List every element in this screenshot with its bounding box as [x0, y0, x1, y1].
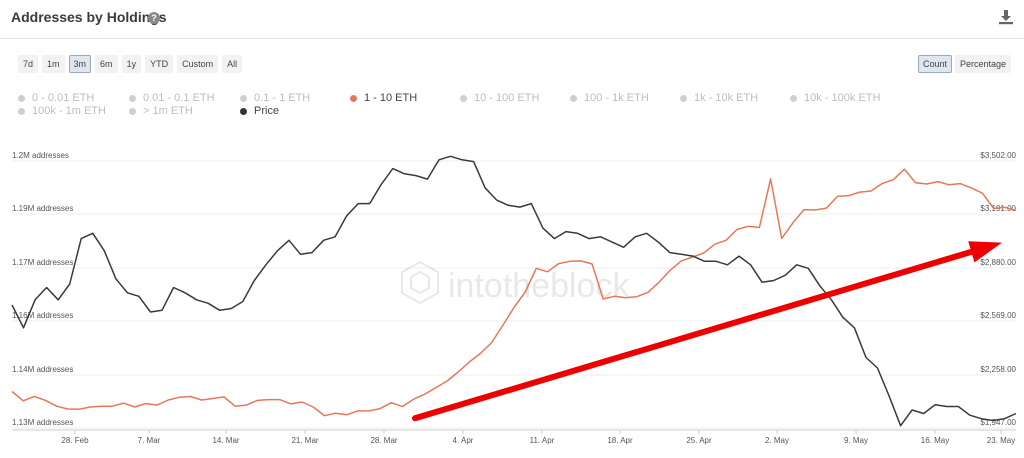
legend-item[interactable]: 0 - 0.01 ETH: [18, 92, 94, 104]
right-y-tick-label: $2,880.00: [980, 258, 1016, 267]
legend-label: 10 - 100 ETH: [474, 92, 540, 104]
x-tick-label: 4. Apr: [453, 436, 474, 445]
legend-dot-icon: [18, 94, 25, 102]
range-button-7d[interactable]: 7d: [18, 55, 39, 73]
x-tick-label: 9. May: [844, 436, 868, 445]
legend-dot-icon: [350, 94, 357, 102]
legend-label: 0 - 0.01 ETH: [32, 92, 95, 104]
mode-button-percentage[interactable]: Percentage: [955, 55, 1012, 73]
x-tick-label: 2. May: [765, 436, 789, 445]
time-range-selector: 7d 1m 3m 6m 1y YTD Custom All: [18, 55, 243, 73]
widget-header: Addresses by Holdings ?: [0, 0, 1024, 39]
legend-label: 100k - 1m ETH: [32, 105, 106, 117]
legend-dot-icon: [680, 94, 687, 102]
legend-dot-icon: [129, 107, 136, 115]
x-tick-label: 23. May: [987, 436, 1015, 445]
legend-item[interactable]: 1 - 10 ETH: [350, 92, 417, 104]
range-button-all[interactable]: All: [222, 55, 243, 73]
range-button-custom[interactable]: Custom: [177, 55, 219, 73]
legend-item[interactable]: > 1m ETH: [129, 105, 193, 117]
legend-label: 10k - 100k ETH: [804, 92, 881, 104]
series-line-price: [11, 155, 1017, 427]
x-tick-label: 7. Mar: [138, 436, 161, 445]
mode-selector: Count Percentage: [918, 55, 1012, 73]
right-y-tick-label: $3,502.00: [980, 151, 1016, 160]
legend-label: 1 - 10 ETH: [364, 92, 418, 104]
left-y-tick-label: 1.14M addresses: [12, 365, 73, 374]
x-tick-label: 18. Apr: [607, 436, 633, 445]
legend-item[interactable]: 1k - 10k ETH: [680, 92, 758, 104]
x-tick-label: 21. Mar: [291, 436, 318, 445]
legend-dot-icon: [240, 94, 247, 102]
page-title: Addresses by Holdings: [11, 9, 167, 25]
range-button-1y[interactable]: 1y: [121, 55, 142, 73]
legend-item[interactable]: 0.1 - 1 ETH: [240, 92, 310, 104]
x-tick-label: 14. Mar: [212, 436, 239, 445]
legend-dot-icon: [790, 94, 797, 102]
legend-item[interactable]: 10 - 100 ETH: [460, 92, 539, 104]
legend-label: 0.1 - 1 ETH: [254, 92, 311, 104]
range-button-ytd[interactable]: YTD: [145, 55, 174, 73]
legend-item[interactable]: 0.01 - 0.1 ETH: [129, 92, 215, 104]
x-tick-label: 25. Apr: [686, 436, 712, 445]
legend-item[interactable]: Price: [240, 105, 279, 117]
left-y-tick-label: 1.19M addresses: [12, 204, 73, 213]
trend-arrow-head: [968, 241, 1002, 263]
left-y-tick-label: 1.13M addresses: [12, 418, 73, 427]
range-button-6m[interactable]: 6m: [95, 55, 118, 73]
legend-label: Price: [254, 105, 280, 117]
x-tick-label: 28. Mar: [370, 436, 397, 445]
range-button-3m[interactable]: 3m: [68, 55, 92, 73]
legend-dot-icon: [18, 107, 25, 115]
left-y-tick-label: 1.17M addresses: [12, 258, 73, 267]
right-y-tick-label: $2,569.00: [980, 311, 1016, 320]
legend-label: 100 - 1k ETH: [584, 92, 649, 104]
legend-dot-icon: [129, 94, 136, 102]
x-tick-label: 28. Feb: [61, 436, 89, 445]
right-y-tick-label: $1,947.00: [980, 418, 1016, 427]
legend-item[interactable]: 100k - 1m ETH: [18, 105, 106, 117]
legend-dot-icon: [570, 94, 577, 102]
mode-button-count[interactable]: Count: [918, 55, 953, 73]
download-icon[interactable]: [998, 9, 1014, 25]
legend-dot-icon: [240, 107, 247, 115]
legend-label: > 1m ETH: [143, 105, 193, 117]
x-tick-label: 16. May: [921, 436, 949, 445]
left-y-tick-label: 1.2M addresses: [12, 151, 69, 160]
help-icon[interactable]: ?: [148, 12, 160, 24]
legend-label: 0.01 - 0.1 ETH: [143, 92, 215, 104]
right-y-tick-label: $2,258.00: [980, 365, 1016, 374]
x-tick-label: 11. Apr: [530, 436, 555, 445]
legend-dot-icon: [460, 94, 467, 102]
legend-label: 1k - 10k ETH: [694, 92, 759, 104]
trend-arrow-shaft: [412, 248, 975, 422]
legend-item[interactable]: 100 - 1k ETH: [570, 92, 649, 104]
svg-text:intotheblock: intotheblock: [448, 267, 630, 305]
legend-item[interactable]: 10k - 100k ETH: [790, 92, 880, 104]
series-line-holdings: [11, 168, 1017, 417]
watermark-logo: intotheblock: [401, 260, 630, 305]
range-button-1m[interactable]: 1m: [42, 55, 65, 73]
left-y-tick-label: 1.16M addresses: [12, 311, 73, 320]
